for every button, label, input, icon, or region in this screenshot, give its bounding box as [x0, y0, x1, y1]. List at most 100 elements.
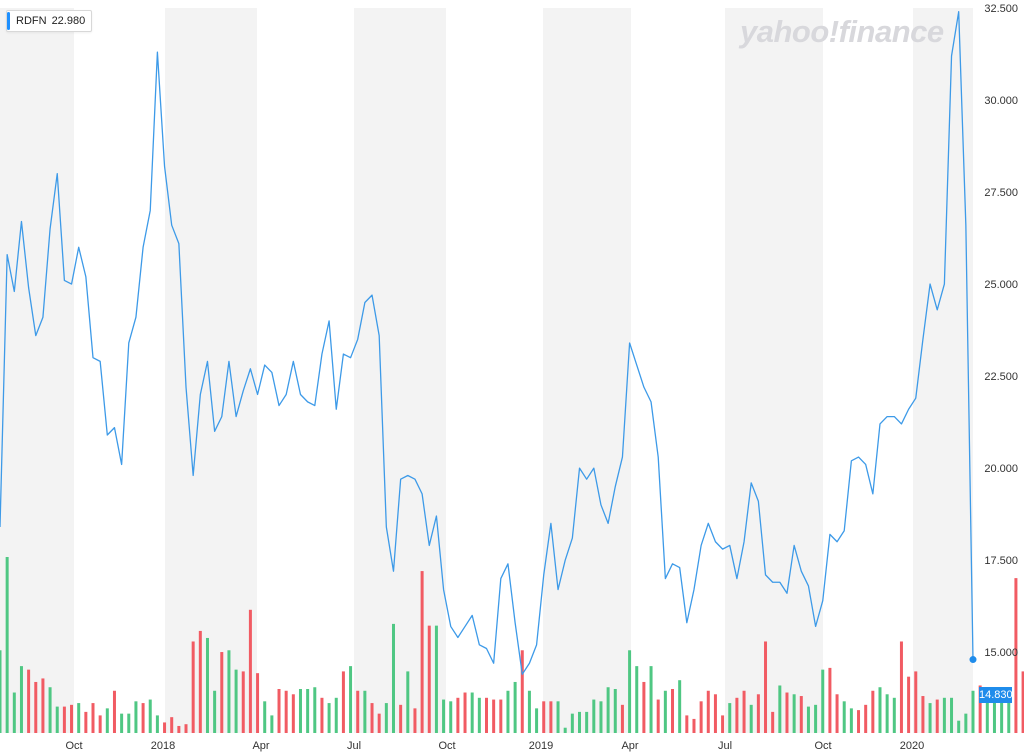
- x-tick-label: Apr: [252, 740, 269, 752]
- volume-bar: [527, 690, 531, 733]
- volume-bar: [635, 666, 639, 733]
- volume-bar: [935, 699, 939, 733]
- volume-bar: [19, 666, 23, 733]
- volume-bar: [499, 699, 503, 733]
- period-bands: [0, 8, 973, 733]
- volume-bar: [41, 678, 45, 733]
- volume-bar: [198, 630, 202, 733]
- volume-bar: [105, 708, 109, 733]
- volume-bar: [663, 690, 667, 733]
- volume-bar: [270, 715, 274, 733]
- volume-bar: [764, 641, 768, 733]
- x-tick-label: 2018: [151, 740, 175, 752]
- volume-bar: [12, 692, 16, 733]
- volume-bar: [391, 623, 395, 733]
- volume-bar: [320, 697, 324, 733]
- volume-bar: [606, 687, 610, 733]
- volume-bar: [864, 704, 868, 733]
- volume-bar: [98, 715, 102, 733]
- volume-bar: [298, 689, 302, 733]
- volume-bar: [878, 687, 882, 733]
- volume-bar: [692, 718, 696, 733]
- volume-bar: [885, 694, 889, 733]
- volume-bar: [778, 685, 782, 733]
- volume-bar: [1021, 671, 1024, 733]
- volume-bar: [313, 687, 317, 733]
- volume-bar: [950, 697, 954, 733]
- volume-bar: [70, 704, 74, 733]
- volume-bar: [155, 715, 159, 733]
- volume-bar: [985, 694, 989, 733]
- volume-bar: [942, 697, 946, 733]
- volume-bar: [241, 671, 245, 733]
- x-tick-label: 2020: [900, 740, 924, 752]
- volume-bar: [184, 724, 188, 733]
- volume-bar: [141, 703, 145, 733]
- volume-bar: [892, 697, 896, 733]
- volume-bar: [842, 701, 846, 733]
- volume-bar: [112, 690, 116, 733]
- volume-bar: [263, 701, 267, 733]
- volume-bar: [449, 701, 453, 733]
- volume-bar: [77, 703, 81, 733]
- volume-bar: [220, 652, 224, 733]
- volume-bar: [170, 717, 174, 733]
- y-tick-label: 15.000: [984, 647, 1018, 659]
- volume-bar: [742, 690, 746, 733]
- volume-bar: [814, 704, 818, 733]
- x-tick-label: Jul: [347, 740, 361, 752]
- volume-bar: [277, 689, 281, 733]
- volume-bar: [921, 696, 925, 733]
- y-axis: 15.000 17.500 20.000 22.500 25.000 27.500 30.0…: [984, 3, 1018, 659]
- volume-bar: [413, 708, 417, 733]
- volume-bar: [792, 694, 796, 733]
- volume-bar: [613, 689, 617, 733]
- last-price-label: 14.830: [979, 687, 1013, 703]
- volume-bar: [799, 696, 803, 733]
- volume-bar: [1014, 578, 1018, 733]
- volume-bar: [835, 694, 839, 733]
- volume-bar: [291, 694, 295, 733]
- volume-bar: [284, 690, 288, 733]
- volume-bar: [0, 650, 2, 733]
- last-price-dot: [969, 656, 977, 664]
- volume-bar: [542, 701, 546, 733]
- series-color-swatch: [7, 12, 10, 30]
- volume-bar: [556, 701, 560, 733]
- y-tick-label: 17.500: [984, 555, 1018, 567]
- volume-bar: [234, 669, 238, 733]
- volume-bar: [964, 713, 968, 733]
- volume-bar: [957, 720, 961, 733]
- period-band: [165, 8, 257, 733]
- volume-bar: [749, 704, 753, 733]
- volume-bar: [306, 689, 310, 733]
- volume-bar: [148, 699, 152, 733]
- volume-bar: [578, 711, 581, 733]
- x-tick-label: Oct: [65, 740, 82, 752]
- volume-bar: [857, 710, 861, 733]
- volume-bar: [420, 571, 424, 733]
- volume-bar: [563, 727, 567, 733]
- volume-bar: [849, 708, 853, 733]
- volume-bar: [535, 708, 539, 733]
- volume-bar: [914, 671, 918, 733]
- volume-bar: [821, 669, 825, 733]
- volume-bar: [706, 690, 710, 733]
- volume-bar: [992, 690, 996, 733]
- legend-value: 22.980: [51, 15, 86, 27]
- volume-bar: [628, 650, 632, 733]
- period-band: [543, 8, 631, 733]
- volume-bar: [785, 692, 789, 733]
- x-tick-label: Oct: [438, 740, 455, 752]
- yahoo-finance-logo: yahoo!finance: [740, 14, 944, 49]
- x-axis: Oct 2018 Apr Jul Oct 2019 Apr Jul Oct 2020: [65, 740, 924, 752]
- volume-bar: [928, 703, 932, 733]
- volume-bar: [1000, 689, 1004, 733]
- symbol-legend[interactable]: RDFN 22.980: [6, 10, 93, 32]
- volume-bar: [721, 715, 725, 733]
- x-tick-label: 2019: [529, 740, 553, 752]
- volume-bar: [477, 697, 481, 733]
- volume-bar: [205, 637, 209, 733]
